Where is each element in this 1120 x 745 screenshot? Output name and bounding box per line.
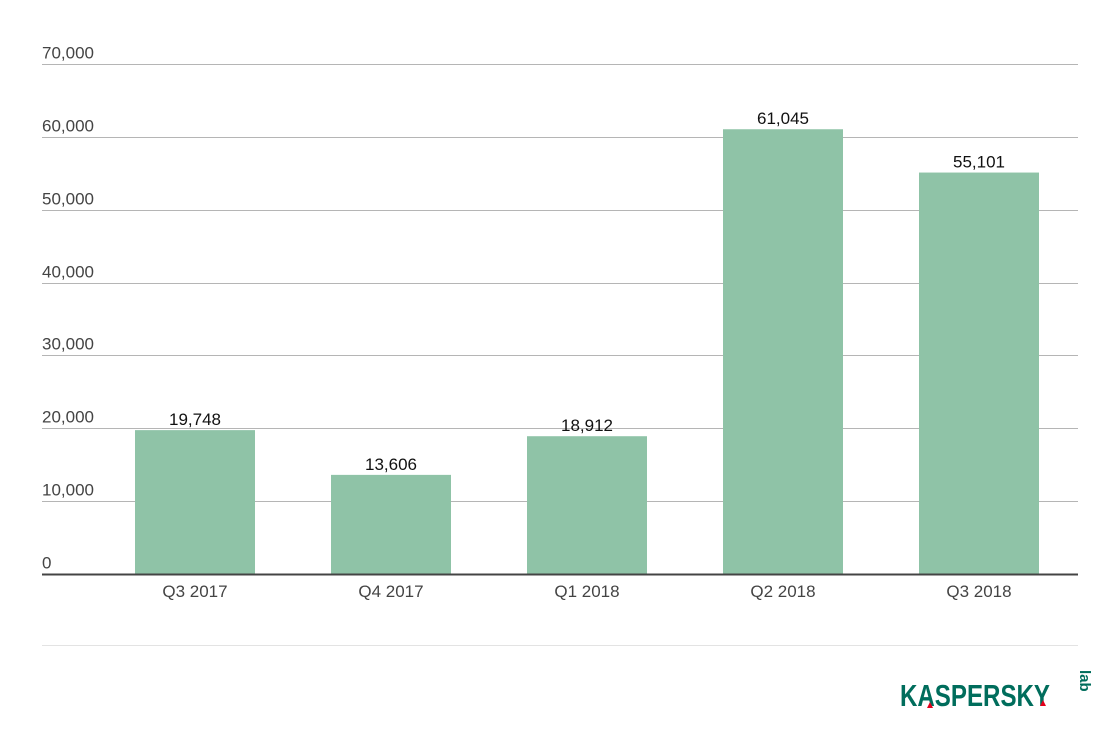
bar	[135, 430, 255, 574]
data-label: 18,912	[561, 416, 613, 435]
y-tick-label: 70,000	[42, 44, 94, 63]
y-tick-label: 50,000	[42, 190, 94, 209]
x-tick-label: Q1 2018	[554, 582, 619, 601]
bar	[723, 129, 843, 574]
bar	[527, 436, 647, 574]
bar	[919, 172, 1039, 574]
data-label: 61,045	[757, 109, 809, 128]
bar	[331, 474, 451, 574]
y-tick-label: 60,000	[42, 117, 94, 136]
y-tick-label: 40,000	[42, 263, 94, 282]
data-label: 13,606	[365, 455, 417, 474]
y-tick-label: 0	[42, 554, 51, 573]
logo-accent-icon	[1040, 700, 1046, 706]
y-tick-label: 20,000	[42, 408, 94, 427]
y-tick-label: 10,000	[42, 481, 94, 500]
x-tick-label: Q2 2018	[750, 582, 815, 601]
y-tick-label: 30,000	[42, 335, 94, 354]
x-tick-label: Q3 2017	[162, 582, 227, 601]
data-label: 55,101	[953, 153, 1005, 172]
logo-suffix: lab	[1076, 670, 1093, 692]
kaspersky-logo: KASPERSKY lab	[900, 670, 1093, 713]
x-tick-label: Q3 2018	[946, 582, 1011, 601]
data-label: 19,748	[169, 410, 221, 429]
logo-accent-icon	[927, 702, 933, 708]
logo-text: KASPERSKY	[900, 678, 1050, 713]
x-tick-label: Q4 2017	[358, 582, 423, 601]
